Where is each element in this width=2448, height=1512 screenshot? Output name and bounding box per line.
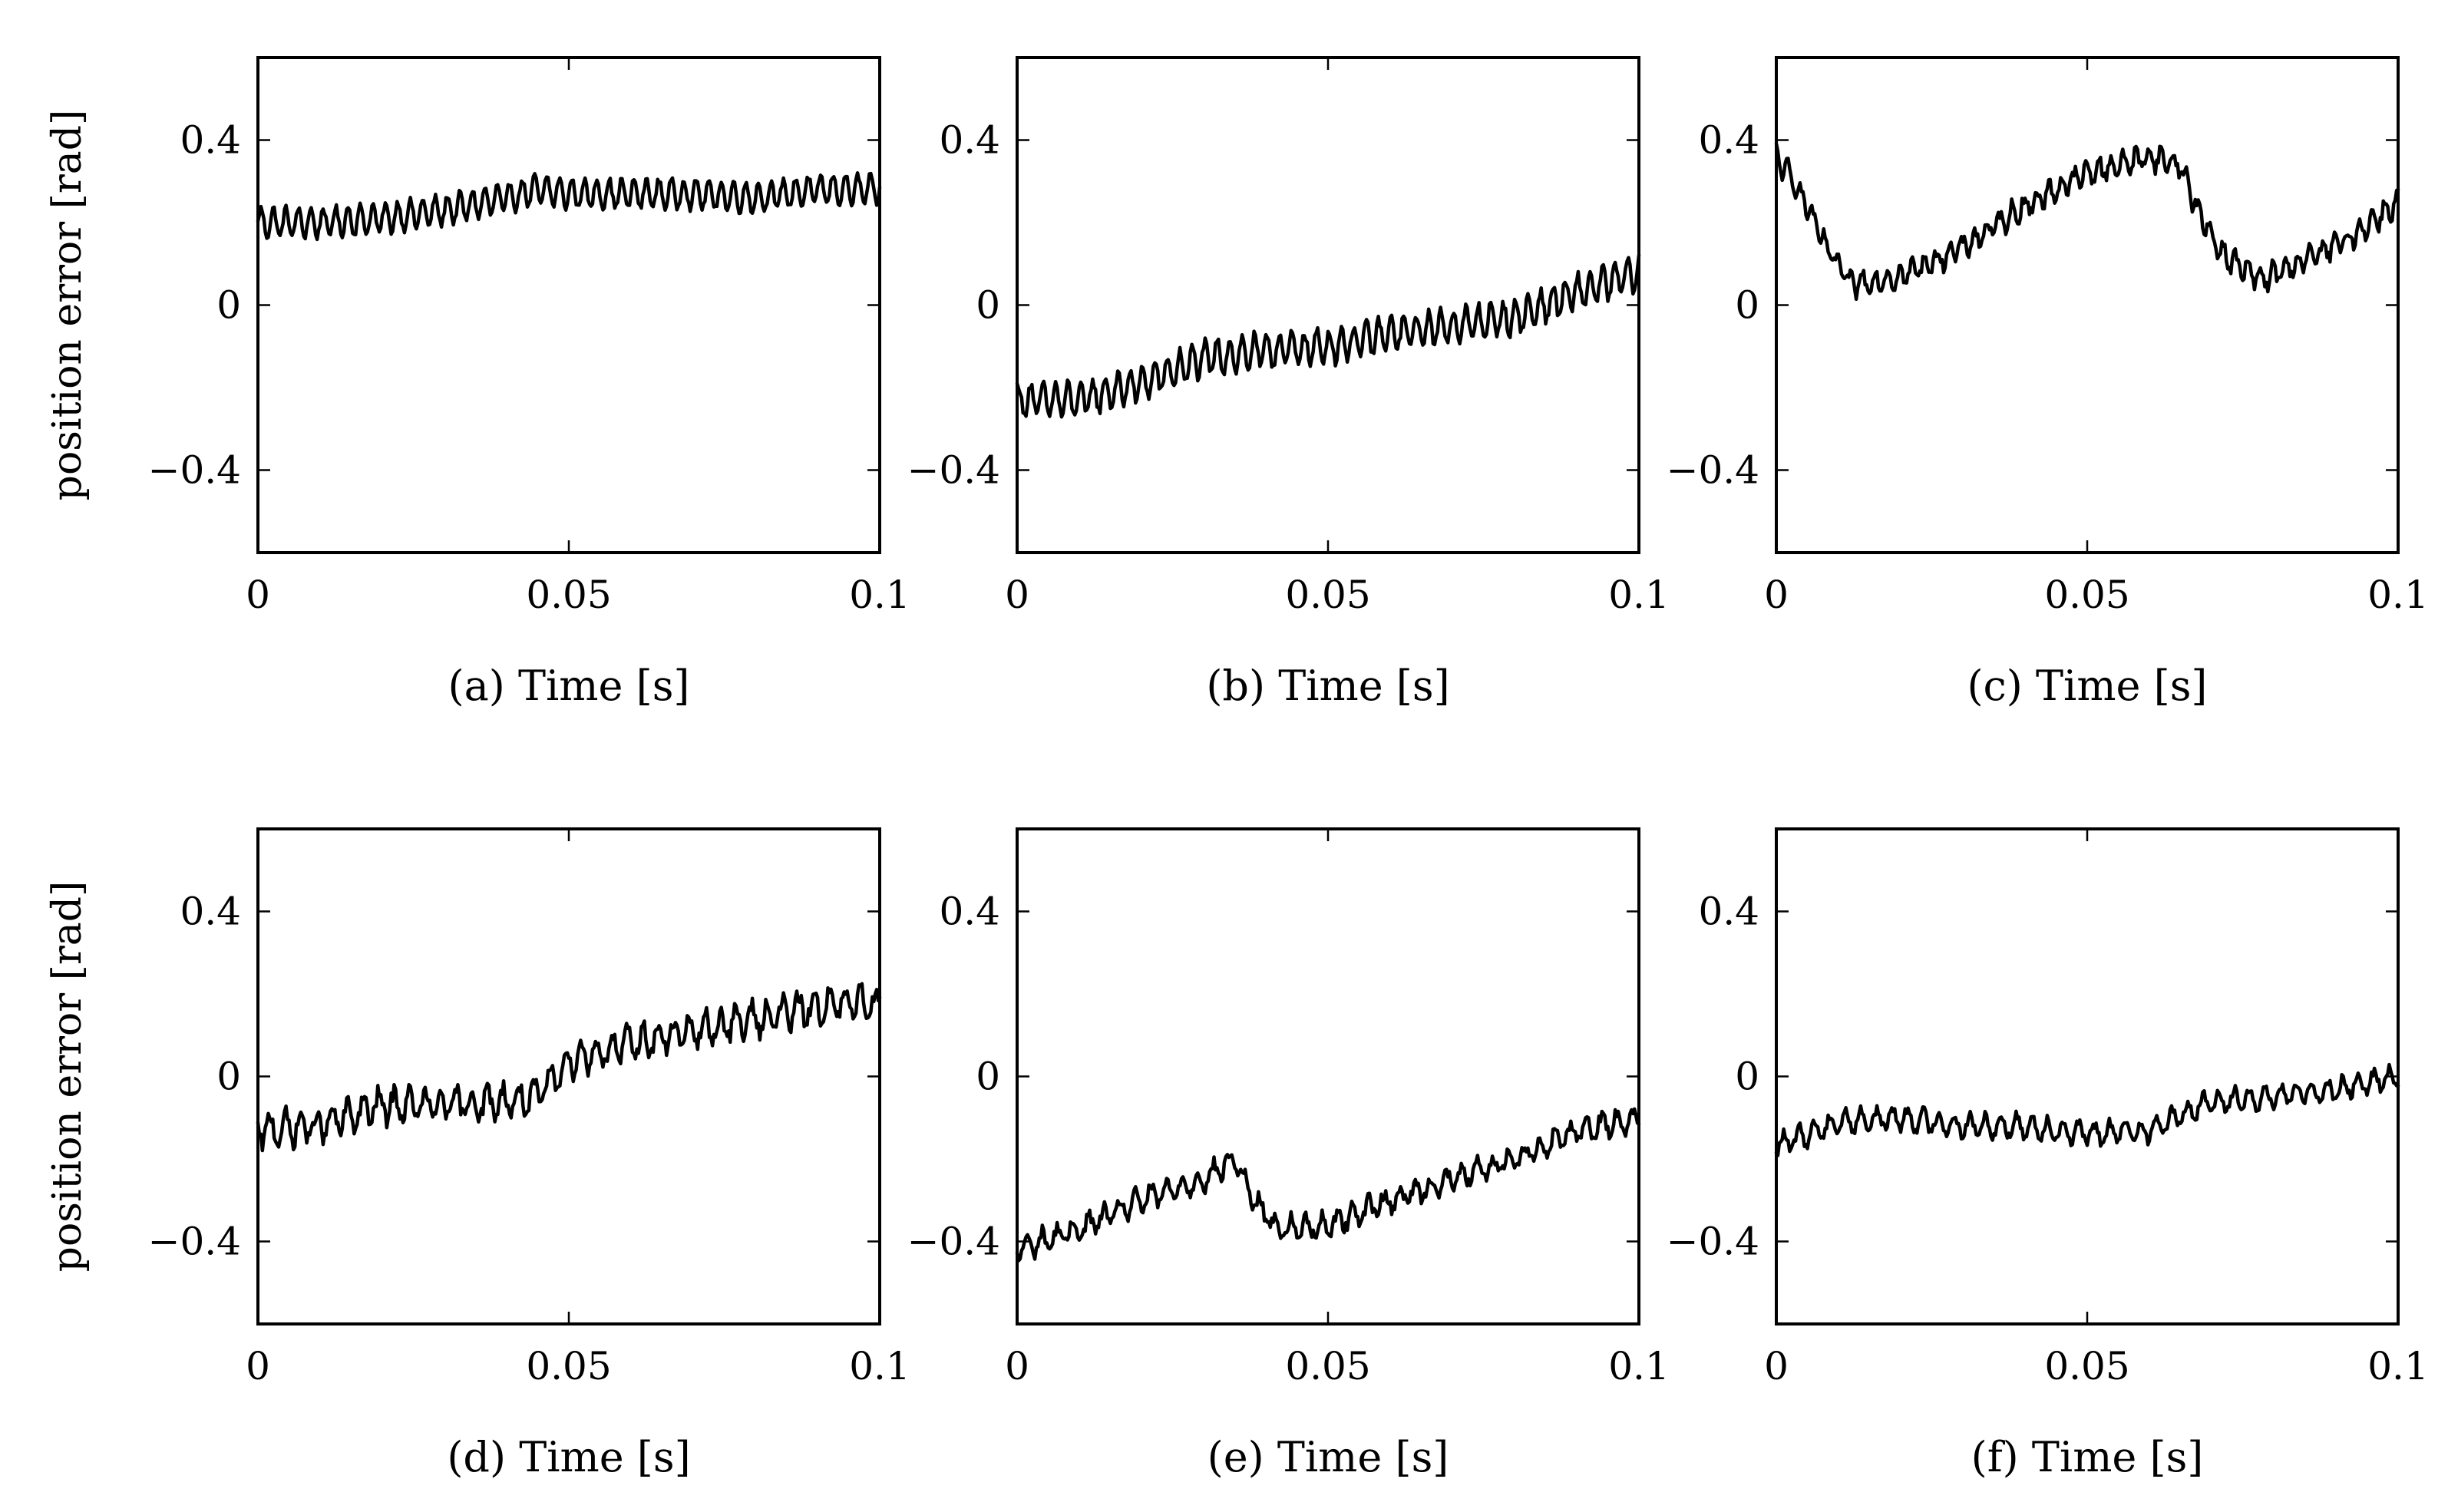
y-tick-label-d-0: −0.4	[148, 1220, 241, 1264]
panel-e: 0 0.05 0.1 −0.4 0 0.4 (e) Time [s]	[907, 827, 1670, 1481]
y-tick-label-a-0: −0.4	[148, 448, 241, 493]
panel-c: 0 0.05 0.1 −0.4 0 0.4 (c) Time [s]	[1667, 56, 2429, 710]
caption-a: (a) Time [s]	[448, 662, 690, 710]
x-tick-label-b-1: 0.05	[1285, 573, 1370, 617]
plot-frame-a	[256, 56, 881, 554]
plot-frame-c	[1775, 56, 2400, 554]
series-line-f	[1774, 1062, 2400, 1157]
y-tick-label-f-1: 0	[1735, 1055, 1759, 1099]
caption-c: (c) Time [s]	[1967, 662, 2207, 710]
series-line-c	[1774, 141, 2400, 302]
y-tick-label-e-0: −0.4	[907, 1220, 1000, 1264]
series-line-b	[1015, 253, 1641, 419]
x-tick-label-e-1: 0.05	[1285, 1344, 1370, 1388]
caption-d: (d) Time [s]	[447, 1433, 690, 1481]
x-tick-label-b-2: 0.1	[1608, 573, 1670, 617]
y-tick-label-b-2: 0.4	[939, 118, 1000, 163]
y-tick-label-c-0: −0.4	[1667, 448, 1759, 493]
y-tick-label-c-1: 0	[1735, 283, 1759, 328]
x-tick-label-f-1: 0.05	[2044, 1344, 2129, 1388]
caption-b: (b) Time [s]	[1206, 662, 1449, 710]
y-tick-label-b-0: −0.4	[907, 448, 1000, 493]
series-line-d	[256, 982, 882, 1153]
x-tick-label-c-1: 0.05	[2044, 573, 2129, 617]
x-tick-label-a-1: 0.05	[526, 573, 611, 617]
x-tick-label-e-0: 0	[1005, 1344, 1029, 1388]
y-tick-label-f-2: 0.4	[1698, 890, 1759, 934]
plot-frame-e	[1016, 827, 1640, 1325]
y-tick-label-a-1: 0	[216, 283, 241, 328]
x-tick-label-c-0: 0	[1764, 573, 1789, 617]
plot-frame-b	[1016, 56, 1640, 554]
panel-f: 0 0.05 0.1 −0.4 0 0.4 (f) Time [s]	[1667, 827, 2429, 1481]
plot-frame-f	[1775, 827, 2400, 1325]
x-tick-label-d-1: 0.05	[526, 1344, 611, 1388]
y-tick-label-a-2: 0.4	[180, 118, 241, 163]
x-tick-label-a-2: 0.1	[849, 573, 910, 617]
y-tick-label-c-2: 0.4	[1698, 118, 1759, 163]
x-tick-label-a-0: 0	[246, 573, 270, 617]
x-tick-label-d-0: 0	[246, 1344, 270, 1388]
y-axis-label-d: position error [rad]	[45, 881, 91, 1273]
x-tick-label-e-2: 0.1	[1608, 1344, 1670, 1388]
caption-e: (e) Time [s]	[1207, 1433, 1449, 1481]
caption-f: (f) Time [s]	[1971, 1433, 2204, 1481]
x-tick-label-f-0: 0	[1764, 1344, 1789, 1388]
series-line-e	[1015, 1107, 1641, 1263]
y-axis-label-a: position error [rad]	[45, 110, 91, 501]
panel-d: 0 0.05 0.1 −0.4 0 0.4 (d) Time [s] position err…	[45, 827, 910, 1481]
y-tick-label-d-2: 0.4	[180, 890, 241, 934]
x-tick-label-b-0: 0	[1005, 573, 1029, 617]
y-tick-label-e-1: 0	[976, 1055, 1000, 1099]
x-tick-label-c-2: 0.1	[2367, 573, 2429, 617]
plot-frame-d	[256, 827, 881, 1325]
y-tick-label-b-1: 0	[976, 283, 1000, 328]
panel-b: 0 0.05 0.1 −0.4 0 0.4 (b) Time [s]	[907, 56, 1670, 710]
panel-a: 0 0.05 0.1 −0.4 0 0.4 (a) Time [s] position err…	[45, 56, 910, 710]
series-line-a	[256, 171, 882, 242]
x-tick-label-d-2: 0.1	[849, 1344, 910, 1388]
x-tick-label-f-2: 0.1	[2367, 1344, 2429, 1388]
y-tick-label-e-2: 0.4	[939, 890, 1000, 934]
y-tick-label-f-0: −0.4	[1667, 1220, 1759, 1264]
y-tick-label-d-1: 0	[216, 1055, 241, 1099]
